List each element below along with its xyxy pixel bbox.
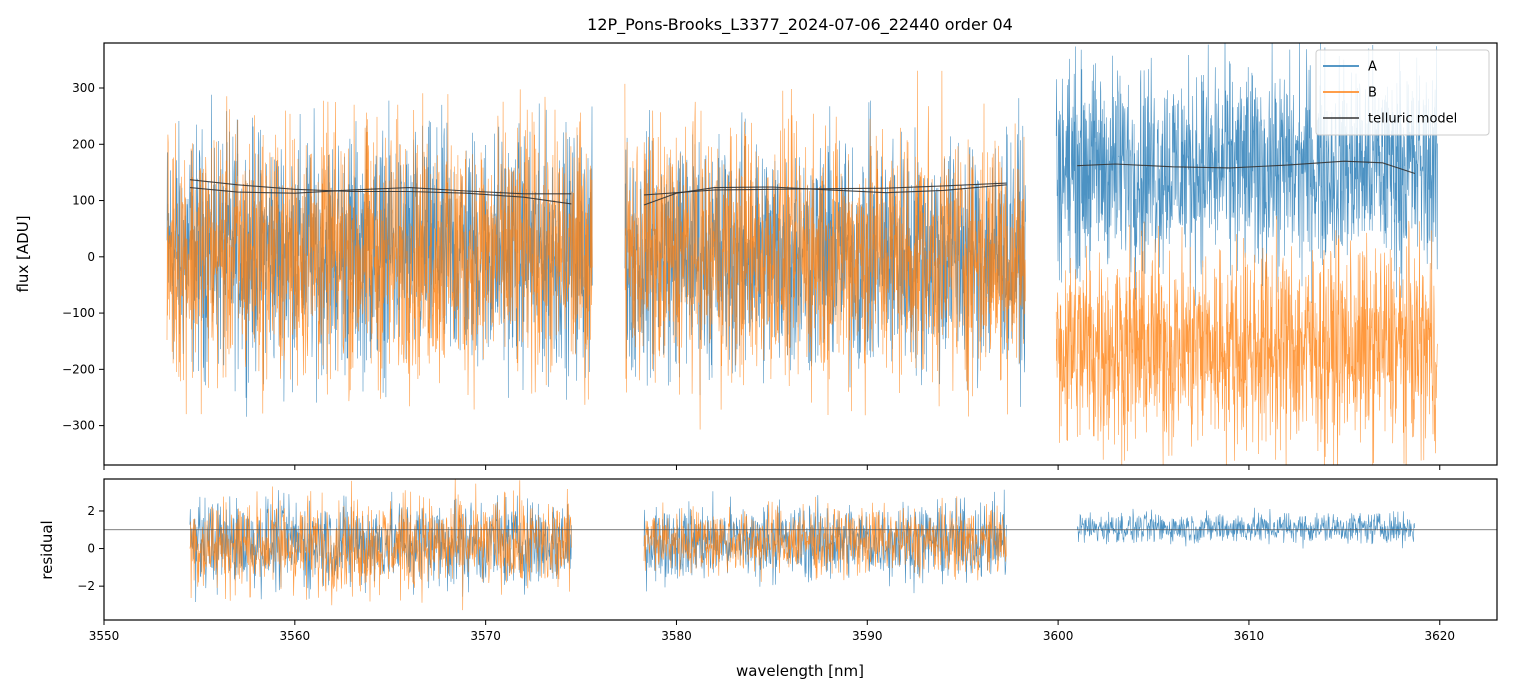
flux-x-ticks bbox=[103, 465, 1441, 470]
telluric-model-line-1 bbox=[189, 179, 572, 205]
telluric-model-line-4 bbox=[643, 182, 1007, 196]
flux-y-tick-label-4: 100 bbox=[72, 194, 95, 208]
residual-y-tick-label-0: −2 bbox=[77, 579, 95, 593]
x-tick-label-0: 3550 bbox=[89, 629, 120, 643]
flux-y-tick-label-3: 0 bbox=[87, 250, 95, 264]
residual-y-label: residual bbox=[38, 520, 56, 579]
flux-data bbox=[166, 43, 1438, 465]
legend-label-b: B bbox=[1368, 86, 1377, 101]
telluric-model-line-2 bbox=[189, 187, 572, 195]
residual-panel: −2 0 2 3550 3560 3570 3580 3590 3600 3610 3620 re… bbox=[38, 478, 1498, 680]
x-tick-label-4: 3590 bbox=[852, 629, 883, 643]
legend-label-a: A bbox=[1368, 60, 1377, 75]
flux-panel: −300 −200 −100 0 100 200 300 flux [ADU] A B te… bbox=[14, 42, 1498, 470]
x-tick-label-2: 3570 bbox=[470, 629, 501, 643]
telluric-model-lines bbox=[189, 160, 1416, 206]
residual-x-ticks: 3550 3560 3570 3580 3590 3600 3610 3620 bbox=[89, 620, 1455, 643]
residual-y-tick-label-1: 0 bbox=[87, 542, 95, 556]
residual-y-tick-label-2: 2 bbox=[87, 504, 95, 518]
legend-label-telluric: telluric model bbox=[1368, 112, 1457, 127]
flux-panel-frame bbox=[103, 42, 1498, 466]
residual-series-a-segment-3 bbox=[1076, 507, 1415, 549]
flux-y-tick-label-6: 300 bbox=[72, 81, 95, 95]
flux-y-tick-label-5: 200 bbox=[72, 137, 95, 151]
chart-title: 12P_Pons-Brooks_L3377_2024-07-06_22440 o… bbox=[587, 15, 1013, 35]
flux-series-b-segment-3 bbox=[1055, 215, 1438, 465]
legend-frame bbox=[1315, 49, 1490, 136]
flux-series-a-segment-3 bbox=[1055, 43, 1438, 306]
flux-y-tick-label-1: −200 bbox=[62, 362, 95, 376]
residual-y-ticks: −2 0 2 bbox=[77, 504, 104, 593]
residual-series-b-segment-2 bbox=[643, 496, 1007, 582]
x-tick-label-5: 3600 bbox=[1043, 629, 1074, 643]
telluric-model-line-5 bbox=[1077, 160, 1416, 175]
x-axis-label: wavelength [nm] bbox=[736, 662, 864, 680]
legend: A B telluric model bbox=[1315, 49, 1490, 136]
residual-data bbox=[189, 479, 1415, 611]
flux-y-label: flux [ADU] bbox=[14, 215, 32, 292]
residual-panel-frame bbox=[103, 478, 1498, 621]
flux-y-ticks: −300 −200 −100 0 100 200 300 bbox=[62, 81, 104, 433]
residual-series-b-segment-1 bbox=[189, 479, 572, 611]
flux-y-tick-label-0: −300 bbox=[62, 419, 95, 433]
flux-series-b-segment-1 bbox=[166, 89, 593, 415]
flux-series-b-segment-2 bbox=[624, 70, 1026, 430]
x-tick-label-7: 3620 bbox=[1424, 629, 1455, 643]
x-tick-label-3: 3580 bbox=[661, 629, 692, 643]
x-tick-label-6: 3610 bbox=[1234, 629, 1265, 643]
x-tick-label-1: 3560 bbox=[280, 629, 311, 643]
flux-y-tick-label-2: −100 bbox=[62, 306, 95, 320]
